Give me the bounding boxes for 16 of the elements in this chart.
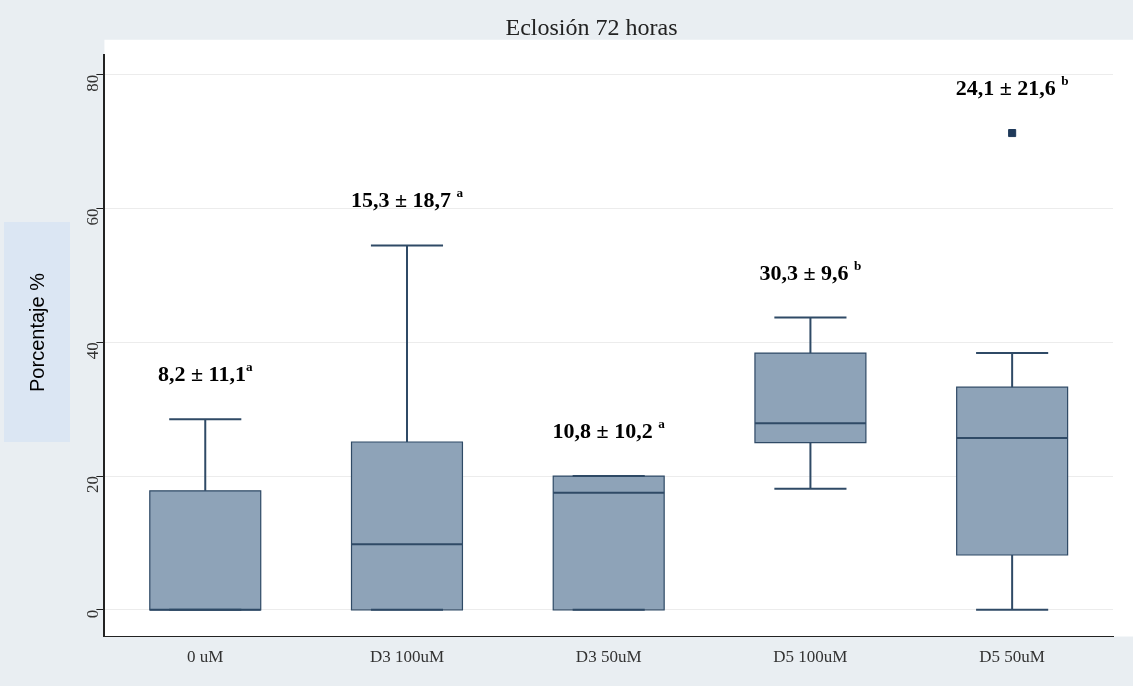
y-tick-label: 60 bbox=[82, 208, 102, 226]
y-tick-label: 0 bbox=[82, 609, 102, 619]
x-tick-label: D5 50uM bbox=[979, 647, 1045, 667]
chart-title: Eclosión 72 horas bbox=[505, 13, 678, 40]
annotation: 10,8 ± 10,2 a bbox=[552, 416, 666, 444]
annotation: 24,1 ± 21,6 b bbox=[955, 73, 1069, 101]
x-tick-label: D3 50uM bbox=[575, 647, 642, 667]
annotation: 30,3 ± 9,6 b bbox=[759, 257, 862, 285]
y-tick-label: 20 bbox=[82, 476, 102, 494]
y-tick-label: 40 bbox=[82, 342, 102, 360]
y-axis-title: Porcentaje % bbox=[25, 272, 49, 392]
x-tick-label: D5 100uM bbox=[773, 647, 848, 667]
x-tick-label: 0 uM bbox=[187, 647, 224, 667]
annotation: 15,3 ± 18,7 a bbox=[350, 185, 464, 213]
x-tick-label: D3 100uM bbox=[369, 647, 445, 667]
y-tick-label: 80 bbox=[82, 74, 102, 92]
